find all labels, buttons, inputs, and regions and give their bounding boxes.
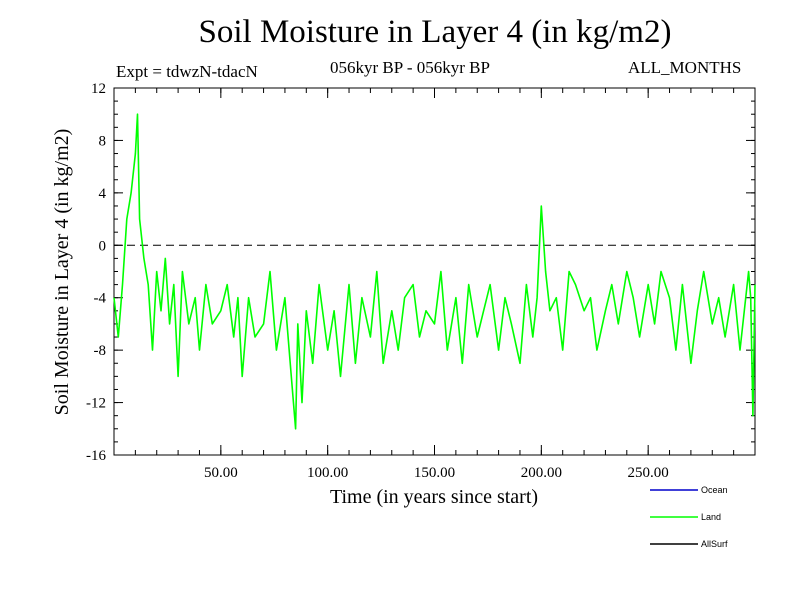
x-tick-label: 100.00 xyxy=(307,465,348,481)
months-label: ALL_MONTHS xyxy=(628,58,742,77)
y-axis-ticks: 12 8 4 0 -4 -8 -12 -16 xyxy=(86,81,755,464)
x-tick-label: 250.00 xyxy=(628,465,669,481)
period-label: 056kyr BP - 056kyr BP xyxy=(330,58,490,77)
y-tick-label: 12 xyxy=(91,81,106,97)
x-tick-label: 50.00 xyxy=(204,465,238,481)
y-tick-label: 0 xyxy=(99,238,107,254)
legend-label-allsurf: AllSurf xyxy=(701,539,728,549)
chart-legend: Ocean Land AllSurf xyxy=(650,485,728,549)
x-tick-label: 200.00 xyxy=(521,465,562,481)
experiment-label: Expt = tdwzN-tdacN xyxy=(116,62,258,81)
plot-frame xyxy=(113,87,756,456)
x-axis-label: Time (in years since start) xyxy=(330,486,538,508)
legend-label-land: Land xyxy=(701,512,721,522)
y-tick-label: -8 xyxy=(94,343,107,359)
x-tick-label: 150.00 xyxy=(414,465,455,481)
x-axis-ticks: 50.00 100.00 150.00 200.00 250.00 xyxy=(113,88,756,481)
y-tick-label: -12 xyxy=(86,396,106,412)
series-layer xyxy=(113,113,756,430)
y-tick-label: 4 xyxy=(99,186,107,202)
y-tick-label: -16 xyxy=(86,448,106,464)
y-tick-label: 8 xyxy=(99,133,107,149)
y-tick-label: -4 xyxy=(94,291,107,307)
series-line-land xyxy=(113,113,756,430)
legend-label-ocean: Ocean xyxy=(701,485,728,495)
y-axis-label: Soil Moisture in Layer 4 (in kg/m2) xyxy=(51,129,73,416)
chart-title: Soil Moisture in Layer 4 (in kg/m2) xyxy=(198,14,672,50)
